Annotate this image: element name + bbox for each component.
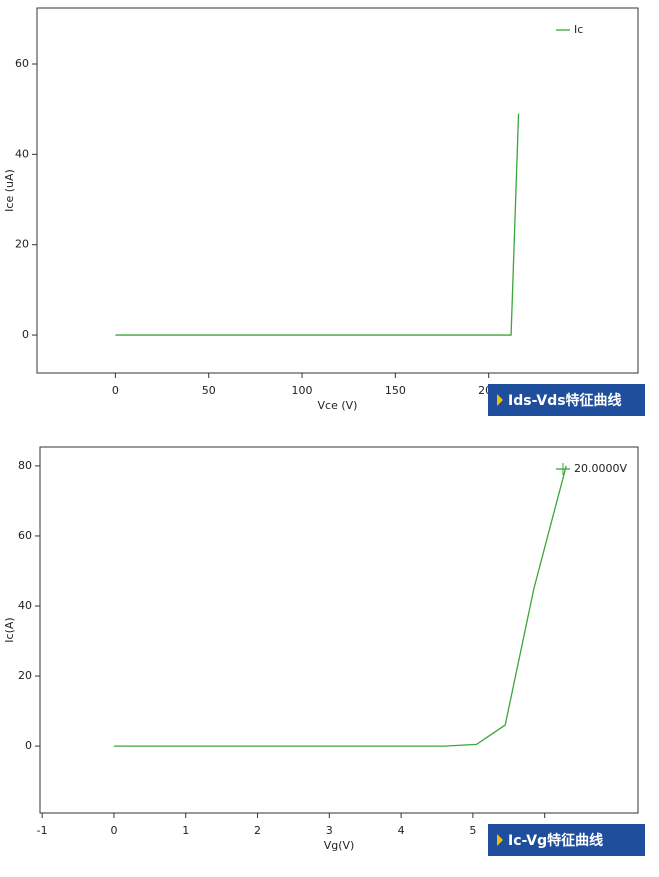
x-tick-label: -1 bbox=[37, 824, 48, 837]
y-tick-label: 80 bbox=[18, 459, 32, 472]
legend-label: 20.0000V bbox=[574, 462, 627, 475]
banner-arrow bbox=[497, 834, 503, 846]
y-axis-label: Ic(A) bbox=[3, 617, 16, 642]
banner-arrow bbox=[497, 394, 503, 406]
x-tick-label: 3 bbox=[326, 824, 333, 837]
plot-frame bbox=[39, 446, 639, 814]
x-tick-label: 2 bbox=[254, 824, 261, 837]
x-tick-label: 0 bbox=[112, 384, 119, 397]
annotation-banner: Ic-Vg特征曲线 bbox=[488, 824, 645, 856]
x-tick-label: 1 bbox=[182, 824, 189, 837]
x-tick-label: 50 bbox=[202, 384, 216, 397]
x-tick-label: 100 bbox=[292, 384, 313, 397]
y-axis-label: Ice (uA) bbox=[3, 169, 16, 212]
annotation-banner: Ids-Vds特征曲线 bbox=[488, 384, 645, 416]
x-tick-label: 4 bbox=[398, 824, 405, 837]
x-tick-label: 150 bbox=[385, 384, 406, 397]
y-tick-label: 0 bbox=[25, 739, 32, 752]
y-tick-label: 20 bbox=[18, 669, 32, 682]
plot-frame bbox=[36, 7, 639, 374]
x-tick-label: 0 bbox=[110, 824, 117, 837]
legend-label: Ic bbox=[574, 23, 583, 36]
y-tick-label: 40 bbox=[18, 599, 32, 612]
banner-bg bbox=[488, 384, 645, 416]
banner-bg bbox=[488, 824, 645, 856]
x-axis-label: Vce (V) bbox=[318, 399, 358, 412]
y-tick-label: 60 bbox=[15, 57, 29, 70]
data-line bbox=[115, 113, 520, 336]
x-tick-label: 5 bbox=[469, 824, 476, 837]
x-axis-label: Vg(V) bbox=[324, 839, 355, 852]
banner-text: Ids-Vds特征曲线 bbox=[508, 392, 622, 409]
y-tick-label: 60 bbox=[18, 529, 32, 542]
banner-text: Ic-Vg特征曲线 bbox=[508, 832, 603, 849]
y-tick-label: 40 bbox=[15, 147, 29, 160]
data-line bbox=[113, 465, 567, 747]
y-tick-label: 20 bbox=[15, 238, 29, 251]
y-tick-label: 0 bbox=[22, 328, 29, 341]
